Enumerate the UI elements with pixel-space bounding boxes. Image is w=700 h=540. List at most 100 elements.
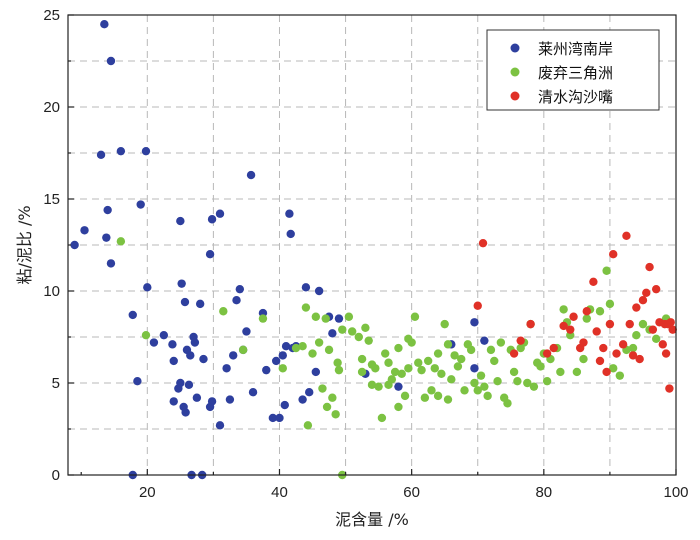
data-point <box>229 351 238 360</box>
data-point <box>354 332 363 342</box>
data-point <box>303 421 313 430</box>
data-point <box>128 310 137 320</box>
data-point <box>602 367 611 377</box>
data-point <box>318 384 327 393</box>
data-point <box>361 323 370 332</box>
legend-label-delta: 废弃三角洲 <box>538 64 613 82</box>
data-point <box>618 340 628 349</box>
data-point <box>423 356 433 366</box>
data-point <box>453 362 463 371</box>
data-point <box>460 386 469 395</box>
data-point <box>430 364 439 373</box>
data-point <box>559 321 568 331</box>
data-point <box>394 343 403 353</box>
data-point <box>384 358 393 367</box>
data-point <box>651 334 661 344</box>
data-point <box>207 215 217 224</box>
data-point <box>490 356 499 366</box>
data-point <box>180 297 190 307</box>
grid-lines <box>68 15 676 475</box>
data-point <box>427 386 436 395</box>
data-point <box>246 170 256 180</box>
data-point <box>176 216 185 226</box>
data-point <box>397 369 406 378</box>
data-point <box>595 356 605 366</box>
data-point <box>483 391 492 401</box>
data-point <box>298 342 307 351</box>
data-point <box>298 395 307 404</box>
data-point <box>321 314 330 323</box>
data-point <box>371 364 380 373</box>
x-tick-label: 100 <box>663 484 688 501</box>
data-point <box>176 378 185 388</box>
data-point <box>447 375 456 384</box>
data-point <box>609 364 618 373</box>
data-point <box>417 365 426 375</box>
data-point <box>536 362 545 371</box>
data-point <box>215 421 225 430</box>
legend-marker-qingshuigou <box>510 91 520 101</box>
data-point <box>394 402 403 412</box>
data-point <box>579 338 588 347</box>
data-point <box>141 146 151 156</box>
data-point <box>599 343 608 353</box>
data-point <box>301 303 311 312</box>
data-point <box>344 312 354 321</box>
data-point <box>566 325 575 334</box>
data-point <box>628 351 638 360</box>
x-tick-label: 60 <box>403 484 420 501</box>
data-point <box>281 342 291 351</box>
data-point <box>470 318 479 327</box>
data-point <box>106 259 116 268</box>
data-point <box>496 338 506 347</box>
data-point <box>205 250 215 259</box>
data-point <box>414 358 423 367</box>
data-point <box>480 336 489 345</box>
data-point <box>262 365 271 375</box>
data-point <box>169 356 178 366</box>
data-point <box>513 376 522 386</box>
data-point <box>658 340 667 349</box>
data-point <box>632 303 641 312</box>
data-point <box>476 371 486 380</box>
data-point <box>387 375 397 384</box>
data-point <box>661 349 671 358</box>
y-tick-labels: 0 5 10 15 20 25 <box>43 7 60 484</box>
data-point <box>242 327 251 336</box>
data-point <box>433 391 443 401</box>
data-point <box>638 319 648 329</box>
data-point <box>612 349 621 358</box>
data-point <box>357 367 367 377</box>
axis-ticks <box>68 14 677 476</box>
data-point <box>136 200 145 209</box>
y-tick-label: 0 <box>52 467 60 484</box>
data-point <box>192 393 202 402</box>
data-point <box>207 397 217 406</box>
data-point <box>526 319 535 329</box>
y-tick-label: 10 <box>43 283 60 300</box>
data-point <box>638 296 648 305</box>
data-point <box>480 382 489 391</box>
y-tick-label: 15 <box>43 191 60 208</box>
data-point <box>219 307 228 316</box>
data-point <box>592 327 601 336</box>
data-point <box>334 365 344 375</box>
data-point <box>542 376 552 386</box>
data-point <box>589 277 598 286</box>
series-2 <box>473 231 677 393</box>
data-point <box>308 349 317 358</box>
data-point <box>486 345 496 355</box>
data-point <box>280 400 289 410</box>
data-point <box>215 209 225 218</box>
data-point <box>338 325 347 334</box>
data-point <box>347 327 357 336</box>
data-point <box>271 356 281 366</box>
data-point <box>184 380 194 390</box>
data-point <box>632 330 641 340</box>
data-point <box>141 330 151 340</box>
data-point <box>278 364 287 373</box>
data-point <box>258 314 268 323</box>
data-point <box>645 262 654 272</box>
data-point <box>301 283 311 292</box>
data-point <box>394 382 403 391</box>
